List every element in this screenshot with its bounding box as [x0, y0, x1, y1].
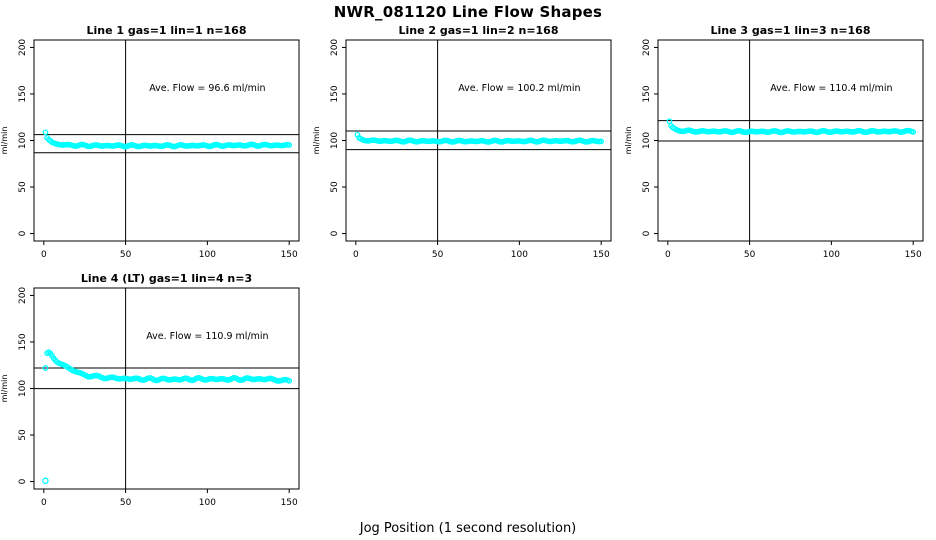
- y-tick-label: 150: [642, 85, 652, 102]
- y-tick-label: 150: [330, 85, 340, 102]
- x-tick-label: 150: [281, 498, 298, 508]
- y-tick-label: 0: [18, 478, 28, 484]
- data-points: [42, 349, 293, 485]
- y-tick-label: 0: [330, 230, 340, 236]
- chart-svg: Line 3 gas=1 lin=3 n=168 0 50 100 150 0 50 100 1…: [624, 24, 924, 260]
- x-tick-label: 0: [353, 250, 359, 260]
- x-tick-label: 50: [120, 498, 132, 508]
- outlier-point: [42, 477, 49, 485]
- x-axis: 0 50 100 150: [41, 241, 298, 260]
- plot-box: [657, 39, 924, 242]
- page-title: NWR_081120 Line Flow Shapes: [333, 3, 603, 21]
- subplot-grid: Line 1 gas=1 lin=1 n=168 0 50 100 150 0 50 100 1…: [0, 24, 936, 520]
- subplot-line-4: Line 4 (LT) gas=1 lin=4 n=3 0 50 100 150 0 50 1…: [0, 272, 312, 520]
- y-axis: 0 50 100 150 200: [18, 287, 34, 484]
- y-tick-label: 200: [18, 39, 28, 56]
- y-tick-label: 50: [642, 181, 652, 193]
- empty-cell: [312, 272, 624, 520]
- y-axis-label: ml/min: [0, 375, 9, 403]
- data-point: [598, 138, 605, 145]
- y-tick-label: 50: [18, 181, 28, 193]
- x-axis-shared-label: Jog Position (1 second resolution): [359, 521, 577, 536]
- data-point: [910, 129, 917, 135]
- y-axis-label: ml/min: [624, 127, 633, 155]
- ave-flow-annotation: Ave. Flow = 110.9 ml/min: [146, 331, 268, 342]
- y-tick-label: 100: [18, 132, 28, 149]
- chart-svg: Line 1 gas=1 lin=1 n=168 0 50 100 150 0 50 100 1…: [0, 24, 300, 260]
- empty-cell: [624, 272, 936, 520]
- chart-svg: Line 2 gas=1 lin=2 n=168 0 50 100 150 0 50 100 1…: [312, 24, 612, 260]
- data-point: [286, 377, 293, 384]
- y-tick-label: 50: [18, 429, 28, 441]
- x-tick-label: 100: [199, 498, 216, 508]
- y-tick-label: 150: [18, 333, 28, 350]
- y-tick-label: 200: [642, 39, 652, 56]
- subplot-title: Line 3 gas=1 lin=3 n=168: [710, 24, 870, 37]
- y-tick-label: 0: [642, 230, 652, 236]
- data-points: [666, 118, 917, 136]
- y-axis-label: ml/min: [312, 127, 321, 155]
- x-tick-label: 0: [41, 498, 47, 508]
- subplot-title: Line 1 gas=1 lin=1 n=168: [86, 24, 246, 37]
- y-axis-label: ml/min: [0, 127, 9, 155]
- x-axis: 0 50 100 150: [665, 241, 922, 260]
- data-point: [42, 129, 49, 136]
- x-tick-label: 100: [823, 250, 840, 260]
- subplot-line-1: Line 1 gas=1 lin=1 n=168 0 50 100 150 0 50 100 1…: [0, 24, 312, 272]
- x-tick-label: 50: [120, 250, 132, 260]
- x-tick-label: 100: [511, 250, 528, 260]
- y-tick-label: 50: [330, 181, 340, 193]
- y-tick-label: 100: [330, 132, 340, 149]
- y-axis: 0 50 100 150 200: [642, 39, 658, 236]
- y-tick-label: 100: [18, 380, 28, 397]
- x-tick-label: 150: [905, 250, 922, 260]
- y-axis: 0 50 100 150 200: [330, 39, 346, 236]
- y-tick-label: 200: [330, 39, 340, 56]
- ave-flow-annotation: Ave. Flow = 96.6 ml/min: [149, 83, 265, 94]
- subplot-line-3: Line 3 gas=1 lin=3 n=168 0 50 100 150 0 50 100 1…: [624, 24, 936, 272]
- x-axis: 0 50 100 150: [353, 241, 610, 260]
- x-tick-label: 0: [665, 250, 671, 260]
- y-tick-label: 100: [642, 132, 652, 149]
- data-points: [42, 129, 293, 150]
- subplot-title: Line 2 gas=1 lin=2 n=168: [398, 24, 558, 37]
- x-tick-label: 0: [41, 250, 47, 260]
- x-tick-label: 100: [199, 250, 216, 260]
- ave-flow-annotation: Ave. Flow = 100.2 ml/min: [458, 83, 580, 94]
- x-tick-label: 50: [744, 250, 756, 260]
- y-tick-label: 0: [18, 230, 28, 236]
- x-tick-label: 150: [281, 250, 298, 260]
- data-point: [666, 118, 673, 125]
- x-tick-label: 50: [432, 250, 444, 260]
- x-axis: 0 50 100 150: [41, 489, 298, 508]
- y-tick-label: 200: [18, 287, 28, 304]
- subplot-line-2: Line 2 gas=1 lin=2 n=168 0 50 100 150 0 50 100 1…: [312, 24, 624, 272]
- data-points: [354, 131, 605, 145]
- subplot-title: Line 4 (LT) gas=1 lin=4 n=3: [81, 272, 252, 285]
- y-tick-label: 150: [18, 85, 28, 102]
- y-axis: 0 50 100 150 200: [18, 39, 34, 236]
- x-tick-label: 150: [593, 250, 610, 260]
- data-point: [42, 365, 49, 371]
- plot-box: [33, 39, 300, 242]
- data-point: [286, 142, 293, 148]
- ave-flow-annotation: Ave. Flow = 110.4 ml/min: [770, 83, 892, 94]
- chart-svg: Line 4 (LT) gas=1 lin=4 n=3 0 50 100 150 0 50 1…: [0, 272, 300, 508]
